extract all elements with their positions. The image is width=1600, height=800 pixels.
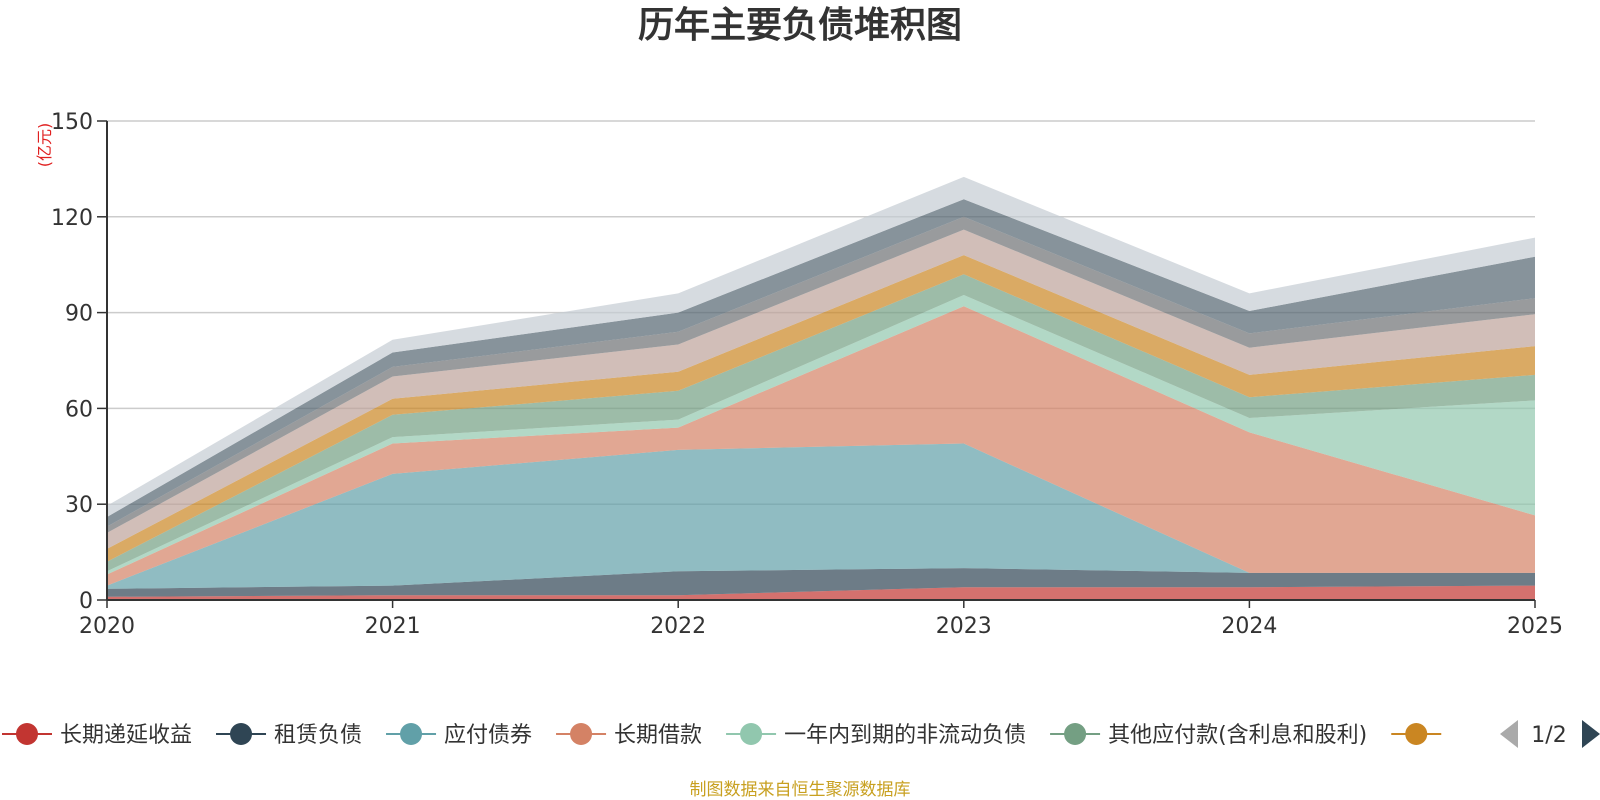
area-series bbox=[107, 443, 1535, 589]
area-series bbox=[107, 585, 1535, 600]
y-tick-label: 90 bbox=[65, 302, 93, 327]
legend-item[interactable]: 租赁负债 bbox=[216, 723, 362, 748]
legend-item[interactable] bbox=[1391, 723, 1442, 745]
legend-prev-page-icon[interactable] bbox=[1500, 720, 1518, 748]
legend-label: 其他应付款(含利息和股利) bbox=[1108, 723, 1367, 748]
legend-label: 租赁负债 bbox=[274, 723, 362, 748]
legend-item[interactable]: 应付债券 bbox=[386, 723, 532, 748]
y-tick-label: 60 bbox=[65, 397, 93, 422]
y-tick-label: 150 bbox=[51, 110, 93, 135]
legend-marker-icon bbox=[16, 723, 38, 745]
area-series-layer bbox=[107, 176, 1535, 600]
legend-item[interactable]: 其他应付款(含利息和股利) bbox=[1050, 723, 1367, 748]
legend-marker-icon bbox=[570, 723, 593, 745]
legend-next-page-icon[interactable] bbox=[1582, 720, 1600, 748]
axes: 0 30 60 90 120 150 2020 2021 2022 2023 2024 2025 bbox=[51, 110, 1563, 639]
legend-item[interactable]: 一年内到期的非流动负债 bbox=[726, 723, 1026, 748]
legend-label: 一年内到期的非流动负债 bbox=[784, 723, 1026, 748]
y-tick-label: 120 bbox=[51, 206, 93, 231]
area-series bbox=[107, 568, 1535, 597]
legend-page-indicator: 1/2 bbox=[1531, 723, 1566, 748]
legend-item[interactable]: 长期借款 bbox=[556, 723, 702, 748]
area-series bbox=[107, 229, 1535, 549]
x-tick-label: 2024 bbox=[1221, 614, 1277, 639]
y-axis-unit-label: (亿元) bbox=[35, 123, 54, 168]
chart-title: 历年主要负债堆积图 bbox=[638, 5, 962, 46]
area-series bbox=[107, 274, 1535, 572]
legend-marker-icon bbox=[230, 723, 253, 745]
x-tick-label: 2022 bbox=[650, 614, 706, 639]
x-tick-label: 2025 bbox=[1507, 614, 1563, 639]
legend-marker-icon bbox=[1405, 723, 1428, 745]
legend-label: 长期借款 bbox=[614, 723, 702, 748]
legend-label: 长期递延收益 bbox=[60, 723, 192, 748]
legend-label: 应付债券 bbox=[444, 723, 532, 748]
legend-pager: 1/2 bbox=[1500, 720, 1600, 748]
data-source-note: 制图数据来自恒生聚源数据库 bbox=[690, 780, 911, 800]
area-series bbox=[107, 176, 1535, 517]
legend-item[interactable]: 长期递延收益 bbox=[2, 723, 192, 748]
x-tick-label: 2021 bbox=[365, 614, 421, 639]
legend-marker-icon bbox=[1064, 723, 1087, 745]
legend-marker-icon bbox=[740, 723, 763, 745]
legend: 长期递延收益 租赁负债 应付债券 长期借款 一年内到期的非流动负债 其他应付款(含利息和股… bbox=[2, 723, 1442, 748]
x-tick-label: 2023 bbox=[936, 614, 992, 639]
area-series bbox=[107, 216, 1535, 533]
legend-marker-icon bbox=[400, 723, 423, 745]
area-series bbox=[107, 306, 1535, 586]
y-tick-label: 30 bbox=[65, 493, 93, 518]
y-tick-label: 0 bbox=[79, 589, 93, 614]
area-series bbox=[107, 255, 1535, 562]
x-tick-label: 2020 bbox=[79, 614, 135, 639]
area-series bbox=[107, 199, 1535, 527]
